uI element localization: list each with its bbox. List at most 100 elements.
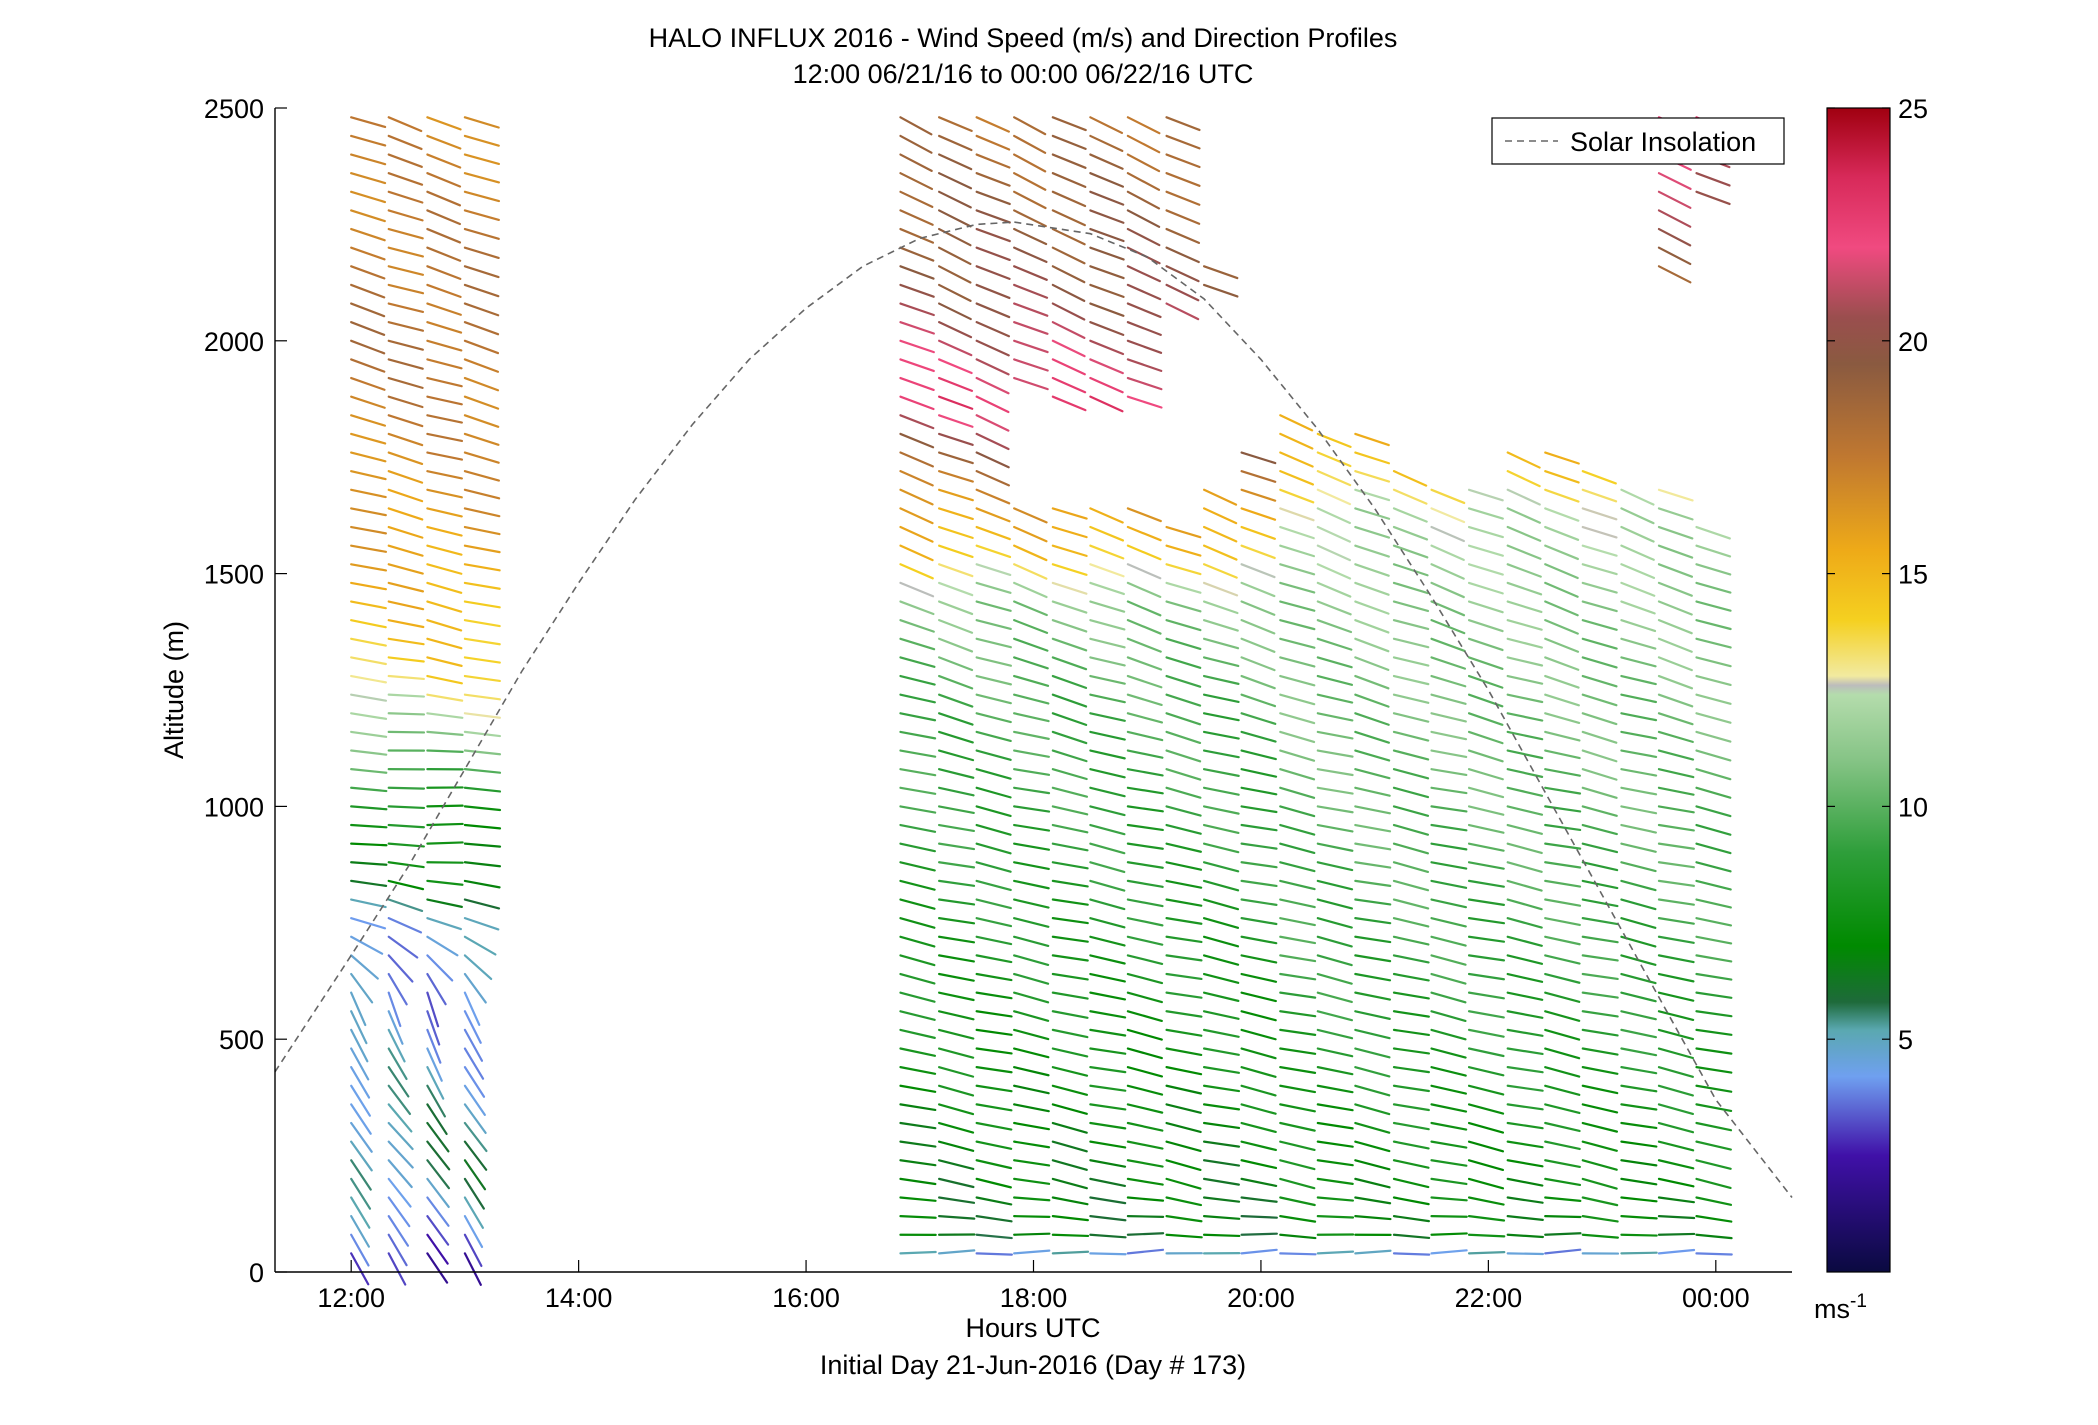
wind-vector xyxy=(899,1047,937,1057)
wind-vector xyxy=(1506,805,1544,816)
wind-vector xyxy=(938,283,972,302)
wind-vector xyxy=(975,209,1011,224)
wind-vector xyxy=(1279,805,1316,818)
wind-vector xyxy=(975,935,1013,946)
wind-vector xyxy=(1354,507,1391,520)
wind-vector xyxy=(1354,432,1390,447)
wind-vector xyxy=(1392,730,1430,742)
wind-vector xyxy=(1695,1233,1733,1240)
wind-vector xyxy=(1013,1249,1051,1255)
wind-vector xyxy=(1126,153,1161,173)
wind-vector xyxy=(387,674,425,681)
wind-vector xyxy=(1240,805,1278,814)
wind-vector xyxy=(1089,321,1125,336)
wind-vector xyxy=(975,190,1011,206)
wind-vector xyxy=(899,805,937,814)
wind-vector xyxy=(1467,525,1504,539)
wind-vector xyxy=(1506,898,1543,911)
wind-vector xyxy=(1165,209,1201,225)
wind-vector xyxy=(1013,917,1050,928)
wind-vector xyxy=(1126,861,1164,869)
wind-vector xyxy=(1089,674,1126,685)
wind-vector xyxy=(463,954,493,981)
wind-vector xyxy=(938,488,974,502)
wind-vector xyxy=(1126,1232,1165,1236)
wind-vector xyxy=(1240,917,1278,926)
wind-vector xyxy=(1240,637,1276,653)
wind-vector xyxy=(426,712,464,719)
wind-vector xyxy=(1354,768,1391,780)
wind-vector xyxy=(899,768,937,777)
wind-vector xyxy=(426,172,462,188)
wind-vector xyxy=(938,116,973,133)
wind-vector xyxy=(1544,1066,1581,1078)
wind-vector xyxy=(938,1010,975,1021)
wind-vector xyxy=(1126,730,1164,742)
wind-vector xyxy=(1202,283,1239,298)
wind-vector xyxy=(1354,1177,1391,1189)
wind-vector xyxy=(350,302,386,318)
wind-vector xyxy=(387,265,425,276)
wind-vector xyxy=(1430,619,1466,635)
wind-vector xyxy=(1013,507,1048,524)
wind-vector xyxy=(463,470,500,482)
wind-vector xyxy=(387,134,423,151)
wind-vector xyxy=(1506,1196,1544,1204)
wind-vector xyxy=(975,563,1012,577)
wind-vector xyxy=(938,600,974,616)
wind-vector xyxy=(350,1066,371,1099)
wind-vector xyxy=(1202,1215,1241,1220)
wind-vector xyxy=(1581,1066,1619,1075)
wind-vector xyxy=(1089,656,1126,667)
wind-vector xyxy=(387,712,426,716)
wind-vector xyxy=(1240,1196,1278,1203)
wind-vector xyxy=(1620,674,1657,686)
wind-vector xyxy=(1316,1066,1354,1076)
wind-vector xyxy=(387,414,424,428)
wind-vector xyxy=(1695,823,1732,836)
wind-vector xyxy=(1051,768,1088,781)
wind-vector xyxy=(1279,1140,1316,1151)
wind-vector xyxy=(1581,879,1619,890)
wind-vector xyxy=(1240,451,1277,465)
wind-vector xyxy=(387,172,424,186)
wind-vector xyxy=(350,321,386,336)
wind-vector xyxy=(463,935,497,956)
wind-vector xyxy=(1202,749,1240,759)
wind-vector xyxy=(387,376,424,389)
wind-vector xyxy=(387,730,426,734)
wind-vector xyxy=(1202,823,1240,835)
wind-vector xyxy=(1354,805,1391,815)
wind-vector xyxy=(387,1252,407,1286)
wind-vector xyxy=(350,693,388,702)
wind-vector xyxy=(1165,712,1202,726)
wind-vector xyxy=(463,302,500,317)
wind-vector xyxy=(1279,1010,1317,1018)
wind-vector xyxy=(1695,1047,1733,1055)
wind-vector xyxy=(938,451,974,465)
wind-vector xyxy=(1506,1066,1544,1074)
wind-vector xyxy=(1392,1121,1430,1131)
wind-vector xyxy=(1695,525,1731,540)
wind-vector xyxy=(1165,227,1201,245)
wind-vector xyxy=(426,507,463,518)
wind-vector xyxy=(1126,805,1164,813)
wind-vector xyxy=(1657,861,1695,869)
wind-vector xyxy=(1051,786,1089,798)
wind-vector xyxy=(1467,1233,1506,1238)
wind-vector xyxy=(1126,637,1162,653)
chart-title: HALO INFLUX 2016 - Wind Speed (m/s) and … xyxy=(649,23,1398,53)
wind-vector xyxy=(1051,730,1088,745)
wind-vector xyxy=(1581,600,1618,613)
wind-vector xyxy=(1581,935,1619,944)
colorbar-unit-base: ms xyxy=(1814,1294,1850,1324)
wind-vector xyxy=(975,507,1011,523)
wind-vector xyxy=(463,1252,482,1286)
wind-vector xyxy=(1695,972,1733,981)
wind-vector xyxy=(1506,544,1542,560)
wind-vector xyxy=(1581,805,1618,817)
wind-vector xyxy=(1354,525,1391,539)
wind-vector xyxy=(899,730,937,740)
wind-vector xyxy=(1506,861,1543,873)
wind-vector xyxy=(1581,898,1619,908)
